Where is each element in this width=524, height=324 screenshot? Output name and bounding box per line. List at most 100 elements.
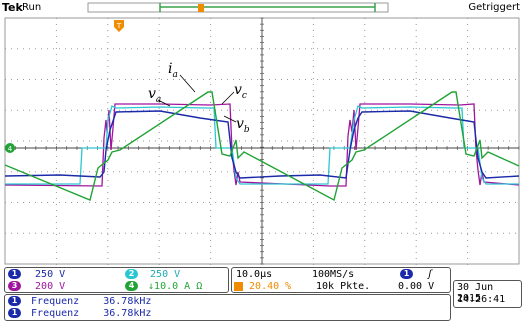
grid-dot xyxy=(83,232,84,234)
grid-dot xyxy=(467,54,469,55)
grid-dot xyxy=(107,210,109,211)
grid-dot xyxy=(312,246,314,247)
grid-dot xyxy=(251,202,252,203)
grid-dot xyxy=(437,171,438,173)
grid-dot xyxy=(107,222,109,223)
grid-dot xyxy=(251,79,252,80)
channel-1-readout[interactable]: 1 250 V xyxy=(8,269,65,280)
grid-dot xyxy=(317,232,318,234)
grid-dot xyxy=(269,79,270,80)
trigger-position[interactable]: 20.40 % xyxy=(234,281,291,292)
grid-dot xyxy=(281,202,282,203)
grid-dot xyxy=(497,140,498,142)
trigger-level: 0.00 V xyxy=(398,281,435,292)
channel-3-readout[interactable]: 3 200 V xyxy=(8,281,65,292)
grid-dot xyxy=(479,48,480,50)
grid-dot xyxy=(251,140,252,142)
grid-dot xyxy=(305,48,306,50)
measurements-panel[interactable]: 1 Frequenz 36.78kHz 1 Frequenz 36.78kHz xyxy=(4,294,451,321)
grid-dot xyxy=(449,232,450,234)
grid-dot xyxy=(467,66,469,67)
measurement-row[interactable]: 1 Frequenz 36.78kHz xyxy=(8,296,151,307)
grid-dot xyxy=(407,232,408,234)
grid-dot xyxy=(155,232,156,234)
grid-dot xyxy=(473,79,474,80)
grid-dot xyxy=(449,171,450,173)
grid-dot xyxy=(197,232,198,234)
grid-dot xyxy=(158,144,160,145)
grid-dot xyxy=(311,140,312,142)
grid-dot xyxy=(210,174,212,175)
channel-4-readout[interactable]: 4 ↓10.0 A Ω xyxy=(125,281,202,292)
grid-dot xyxy=(467,102,469,103)
grid-dot xyxy=(239,232,240,234)
grid-dot xyxy=(210,264,212,265)
grid-dot xyxy=(233,140,234,142)
grid-dot xyxy=(364,18,366,19)
timebase-panel[interactable]: 10.0µs 100MS/s 1 ʃ 20.40 % 10k Pkte. 0.0… xyxy=(231,267,451,293)
trigger-source[interactable]: 1 ʃ xyxy=(400,269,433,280)
grid-dot xyxy=(158,30,160,31)
ch4-ground-marker[interactable]: 4 xyxy=(5,143,15,153)
grid-dot xyxy=(415,228,417,229)
grid-dot xyxy=(401,232,402,234)
grid-dot xyxy=(449,48,450,50)
grid-dot xyxy=(407,48,408,50)
grid-dot xyxy=(377,232,378,234)
grid-dot xyxy=(107,84,109,85)
grid-dot xyxy=(415,168,417,169)
trigger-position-marker[interactable]: T xyxy=(114,20,124,32)
grid-dot xyxy=(281,140,282,142)
grid-dot xyxy=(167,109,168,111)
grid-dot xyxy=(312,120,314,121)
grid-dot xyxy=(281,48,282,50)
grid-dot xyxy=(341,232,342,234)
grid-dot xyxy=(473,171,474,173)
grid-dot xyxy=(415,60,417,61)
acquisition-state[interactable]: Run xyxy=(22,2,42,13)
grid-dot xyxy=(329,48,330,50)
grid-dot xyxy=(419,48,420,50)
grid-dot xyxy=(364,54,366,55)
grid-dot xyxy=(287,140,288,142)
grid-dot xyxy=(55,222,57,223)
grid-dot xyxy=(415,138,417,139)
grid-dot xyxy=(17,109,18,111)
grid-dot xyxy=(233,109,234,111)
grid-dot xyxy=(167,171,168,173)
grid-dot xyxy=(210,240,212,241)
grid-dot xyxy=(364,96,366,97)
grid-dot xyxy=(413,48,414,50)
grid-dot xyxy=(389,171,390,173)
grid-dot xyxy=(263,171,264,173)
grid-dot xyxy=(461,171,462,173)
grid-dot xyxy=(467,24,469,25)
grid-dot xyxy=(167,202,168,203)
grid-dot xyxy=(485,48,486,50)
grid-dot xyxy=(364,144,366,145)
grid-dot xyxy=(107,48,108,50)
grid-dot xyxy=(467,258,469,259)
grid-dot xyxy=(415,30,417,31)
measurement-row[interactable]: 1 Frequenz 36.78kHz xyxy=(8,308,151,319)
grid-dot xyxy=(312,132,314,133)
grid-dot xyxy=(491,140,492,142)
grid-dot xyxy=(467,138,469,139)
grid-dot xyxy=(77,79,78,80)
grid-dot xyxy=(305,171,306,173)
channel-2-readout[interactable]: 2 250 V xyxy=(125,269,180,280)
grid-dot xyxy=(101,202,102,203)
grid-dot xyxy=(335,140,336,142)
grid-dot xyxy=(107,114,109,115)
grid-dot xyxy=(251,171,252,173)
grid-dot xyxy=(17,79,18,80)
grid-dot xyxy=(29,202,30,203)
grid-dot xyxy=(312,30,314,31)
channel-settings-panel[interactable]: 1 250 V 2 250 V 3 200 V 4 ↓10.0 A Ω xyxy=(4,267,229,293)
grid-dot xyxy=(210,138,212,139)
grid-dot xyxy=(215,48,216,50)
grid-dot xyxy=(239,171,240,173)
grid-dot xyxy=(467,60,469,61)
grid-dot xyxy=(158,234,160,235)
